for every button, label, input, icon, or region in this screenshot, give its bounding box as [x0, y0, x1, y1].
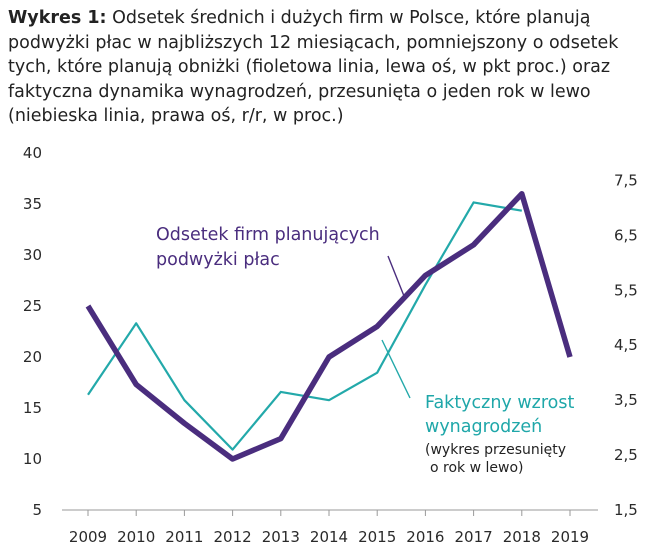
left-tick-label: 25 — [23, 297, 42, 315]
left-tick-label: 35 — [23, 195, 42, 213]
right-tick-label: 6,5 — [614, 226, 638, 244]
x-tick-label: 2013 — [262, 528, 300, 546]
x-tick-label: 2019 — [551, 528, 589, 546]
series-purple-line — [85, 191, 573, 462]
x-tick-label: 2009 — [69, 528, 107, 546]
left-tick-label: 15 — [23, 399, 42, 417]
x-tick-label: 2017 — [455, 528, 493, 546]
teal-annotation-line1: Faktyczny wzrost — [425, 393, 574, 413]
right-tick-label: 1,5 — [614, 501, 638, 519]
chart-title-prefix: Wykres 1: — [8, 8, 107, 28]
right-tick-label: 5,5 — [614, 281, 638, 299]
left-tick-label: 10 — [23, 450, 42, 468]
teal-annotation-line2: wynagrodzeń — [425, 417, 542, 437]
left-tick-label: 20 — [23, 348, 42, 366]
chart-title: Wykres 1: Odsetek średnich i dużych firm… — [8, 6, 648, 129]
right-axis: 7,5 6,5 5,5 4,5 3,5 2,5 1,5 — [614, 171, 638, 519]
teal-annotation-note1: (wykres przesunięty — [425, 442, 566, 458]
right-tick-label: 7,5 — [614, 171, 638, 189]
left-tick-label: 40 — [23, 144, 42, 162]
purple-annotation-line1: Odsetek firm planujących — [156, 225, 380, 245]
teal-annotation-note2: o rok w lewo) — [430, 460, 523, 476]
x-tick-label: 2015 — [358, 528, 396, 546]
x-axis: 2009 2010 2011 2012 2013 2014 2015 2016 2017 2018… — [69, 510, 589, 546]
chart-title-text: Odsetek średnich i dużych firm w Polsce,… — [8, 8, 619, 126]
series-layer — [85, 191, 573, 462]
right-tick-label: 4,5 — [614, 336, 638, 354]
purple-annotation-leader — [387, 255, 405, 297]
x-tick-label: 2016 — [406, 528, 444, 546]
x-tick-label: 2018 — [503, 528, 541, 546]
x-tick-label: 2010 — [117, 528, 155, 546]
left-tick-label: 5 — [32, 501, 42, 519]
teal-annotation-leader — [381, 339, 411, 399]
left-tick-label: 30 — [23, 246, 42, 264]
left-axis: 40 35 30 25 20 15 10 5 — [23, 144, 42, 519]
x-tick-label: 2011 — [165, 528, 203, 546]
purple-annotation-line2: podwyżki płac — [156, 250, 280, 270]
right-tick-label: 2,5 — [614, 446, 638, 464]
x-tick-label: 2012 — [214, 528, 252, 546]
x-tick-label: 2014 — [310, 528, 348, 546]
right-tick-label: 3,5 — [614, 391, 638, 409]
